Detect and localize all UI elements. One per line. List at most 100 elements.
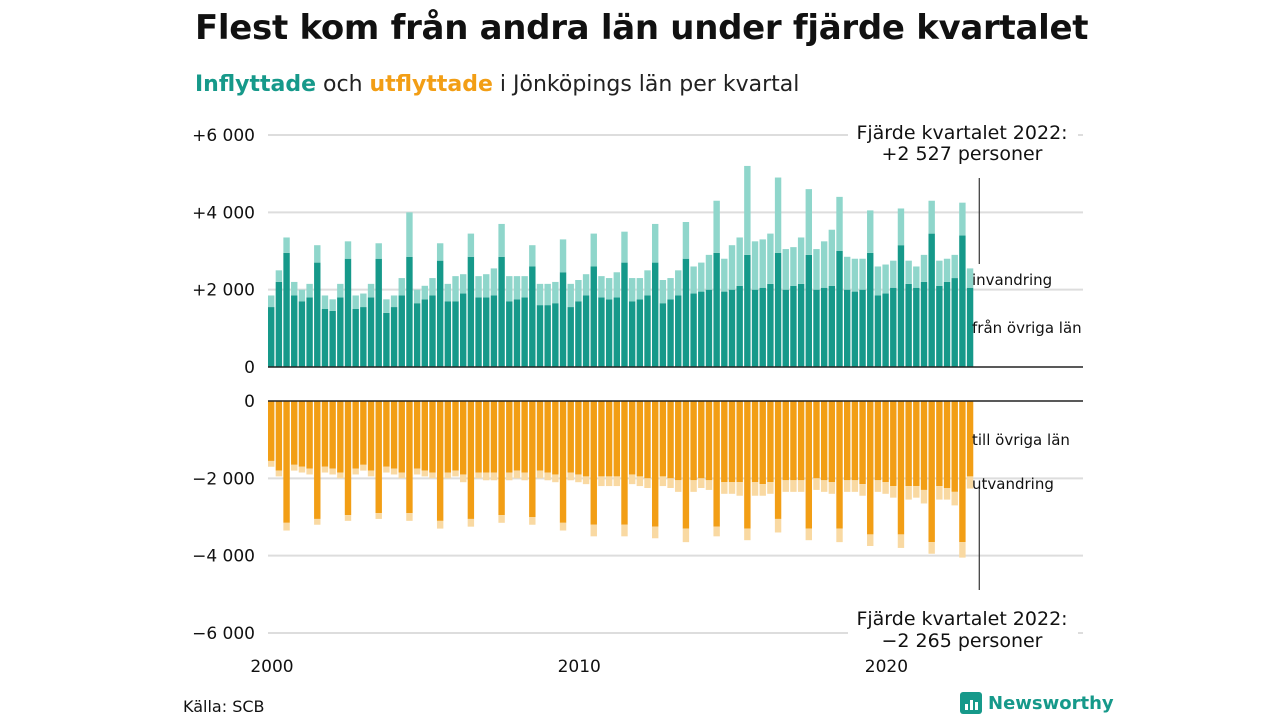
bar-fran-ovriga-lan: [867, 252, 874, 367]
subtitle-utflyttade: utflyttade: [369, 72, 493, 97]
bar-invandring: [521, 276, 528, 298]
bar-till-ovriga-lan: [751, 401, 759, 483]
bar-fran-ovriga-lan: [782, 289, 789, 367]
bar-utvandring: [667, 478, 674, 488]
bar-utvandring: [759, 484, 766, 496]
bar-fran-ovriga-lan: [413, 303, 421, 367]
bar-till-ovriga-lan: [936, 401, 943, 487]
bar-utvandring: [790, 480, 797, 492]
bar-fran-ovriga-lan: [774, 252, 782, 367]
bar-fran-ovriga-lan: [291, 295, 298, 367]
bar-utvandring: [590, 524, 597, 537]
bar-till-ovriga-lan: [483, 401, 490, 473]
bar-till-ovriga-lan: [851, 401, 859, 481]
bar-utvandring: [859, 484, 866, 496]
bar-utvandring: [613, 476, 620, 487]
bar-utvandring: [774, 518, 782, 533]
newsworthy-wordmark: Newsworthy: [988, 692, 1114, 714]
bar-fran-ovriga-lan: [813, 289, 820, 367]
bar-till-ovriga-lan: [636, 401, 644, 477]
bar-utvandring: [659, 476, 667, 487]
bar-fran-ovriga-lan: [444, 301, 452, 367]
bar-till-ovriga-lan: [728, 401, 736, 483]
annotation-bg-top: [848, 118, 1078, 168]
bar-utvandring: [275, 470, 283, 477]
bar-till-ovriga-lan: [460, 401, 467, 475]
bar-utvandring: [314, 518, 321, 525]
bar-till-ovriga-lan: [413, 401, 421, 469]
bar-utvandring: [628, 474, 636, 485]
bar-till-ovriga-lan: [567, 401, 574, 473]
bar-fran-ovriga-lan: [383, 312, 390, 367]
bar-fran-ovriga-lan: [390, 307, 398, 367]
bar-utvandring: [283, 522, 290, 531]
bar-utvandring: [844, 480, 851, 492]
bar-fran-ovriga-lan: [621, 262, 628, 367]
bar-fran-ovriga-lan: [483, 297, 490, 367]
annotation-bottom-value: −2 265 personer: [882, 630, 1043, 652]
bar-utvandring: [268, 460, 275, 467]
bar-utvandring: [905, 486, 912, 500]
bar-till-ovriga-lan: [744, 401, 751, 529]
bar-fran-ovriga-lan: [513, 299, 521, 367]
bar-invandring: [575, 280, 582, 302]
bar-fran-ovriga-lan: [682, 258, 690, 367]
y-tick-label-bottom: −2 000: [192, 469, 255, 489]
bar-invandring: [460, 274, 467, 294]
bar-invandring: [452, 276, 459, 302]
bar-fran-ovriga-lan: [268, 307, 275, 367]
subtitle-rest: i Jönköpings län per kvartal: [492, 72, 800, 97]
bar-invandring: [275, 270, 283, 282]
bar-fran-ovriga-lan: [936, 285, 943, 367]
bar-utvandring: [337, 472, 344, 479]
bar-fran-ovriga-lan: [767, 283, 774, 367]
bar-till-ovriga-lan: [321, 401, 329, 467]
bar-invandring: [559, 239, 567, 273]
bar-fran-ovriga-lan: [506, 301, 513, 367]
bar-invandring: [567, 283, 574, 308]
bar-utvandring: [598, 476, 605, 487]
bar-invandring: [413, 289, 421, 304]
bar-till-ovriga-lan: [920, 401, 928, 490]
subtitle-inflyttade: Inflyttade: [195, 72, 317, 97]
bar-utvandring: [690, 480, 697, 492]
bar-fran-ovriga-lan: [851, 291, 859, 367]
bar-invandring: [813, 249, 820, 290]
bar-fran-ovriga-lan: [590, 266, 597, 367]
bar-invandring: [774, 177, 782, 253]
bar-utvandring: [736, 482, 743, 496]
bar-utvandring: [321, 466, 329, 473]
bar-till-ovriga-lan: [675, 401, 682, 481]
bar-utvandring: [567, 472, 574, 481]
bar-till-ovriga-lan: [559, 401, 567, 523]
bar-fran-ovriga-lan: [613, 297, 620, 367]
bar-fran-ovriga-lan: [659, 303, 667, 367]
bar-till-ovriga-lan: [536, 401, 544, 471]
bar-utvandring: [421, 470, 428, 477]
bar-utvandring: [329, 468, 336, 475]
bar-till-ovriga-lan: [590, 401, 597, 525]
bar-till-ovriga-lan: [774, 401, 782, 519]
bar-invandring: [590, 233, 597, 267]
bar-utvandring: [460, 474, 467, 483]
bar-till-ovriga-lan: [298, 401, 306, 467]
bar-invandring: [598, 276, 605, 298]
bar-invandring: [498, 223, 505, 257]
bar-till-ovriga-lan: [498, 401, 505, 516]
bar-invandring: [582, 274, 590, 296]
bar-fran-ovriga-lan: [951, 278, 958, 367]
annotation-top-line1: Fjärde kvartalet 2022:: [856, 122, 1067, 144]
bar-invandring: [475, 276, 482, 298]
bar-fran-ovriga-lan: [636, 299, 644, 367]
bar-invandring: [652, 223, 659, 263]
bar-till-ovriga-lan: [951, 401, 958, 492]
bar-invandring: [321, 295, 329, 309]
bar-till-ovriga-lan: [436, 401, 444, 521]
bar-fran-ovriga-lan: [744, 254, 751, 367]
bar-invandring: [483, 274, 490, 298]
bar-utvandring: [429, 472, 436, 479]
bar-utvandring: [375, 513, 382, 519]
bar-till-ovriga-lan: [913, 401, 920, 487]
bar-fran-ovriga-lan: [828, 285, 836, 367]
bar-fran-ovriga-lan: [897, 245, 905, 367]
